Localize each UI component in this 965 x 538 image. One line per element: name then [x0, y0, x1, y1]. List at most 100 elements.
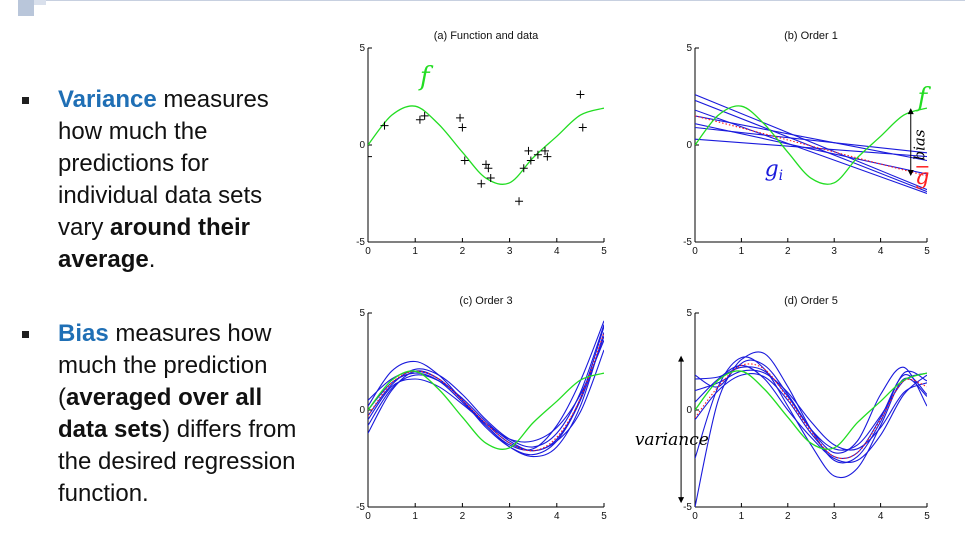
- fit-curve: [695, 115, 927, 162]
- x-tick-label: 0: [365, 246, 371, 257]
- variance-label: variance: [635, 430, 709, 450]
- bullet-text-end: ) differs from the desired regression fu…: [58, 416, 297, 507]
- bias-label: bias: [911, 129, 929, 160]
- fit-curve: [695, 356, 927, 479]
- variance-arrow-head: [678, 497, 685, 504]
- plot-curves: [368, 90, 604, 206]
- fit-curve: [695, 94, 927, 191]
- slide-corner-block: [18, 0, 34, 16]
- y-tick-label: -5: [683, 502, 692, 513]
- average-fit-curve: [695, 363, 927, 460]
- x-tick-label: 3: [507, 511, 513, 522]
- x-tick-label: 2: [460, 246, 466, 257]
- bullet-square-icon: [22, 97, 29, 104]
- data-point: [533, 150, 542, 159]
- data-point: [368, 152, 372, 161]
- y-tick-label: -5: [356, 237, 365, 248]
- data-point: [519, 164, 528, 173]
- bullet-list: Variance measures how much the predictio…: [20, 84, 310, 510]
- true-function-curve: [695, 105, 927, 185]
- data-point: [380, 121, 389, 130]
- fit-curve: [368, 336, 604, 456]
- x-tick-label: 5: [924, 511, 930, 522]
- x-tick-label: 3: [507, 246, 513, 257]
- y-tick-label: 5: [686, 43, 692, 54]
- data-point: [541, 146, 549, 155]
- data-point: [578, 123, 587, 132]
- x-tick-label: 5: [601, 246, 607, 257]
- bullet-square-icon: [22, 331, 29, 338]
- slide-corner-accent: [34, 0, 46, 5]
- fit-curve: [695, 126, 927, 154]
- data-point: [484, 164, 493, 173]
- data-point: [524, 146, 533, 155]
- x-tick-label: 1: [412, 511, 418, 522]
- x-tick-label: 5: [924, 246, 930, 257]
- x-tick-label: 1: [412, 246, 418, 257]
- bias-arrow-head: [907, 170, 914, 177]
- true-function-curve: [368, 105, 604, 185]
- average-fit-curve: [695, 115, 927, 177]
- bias-arrow-head: [907, 108, 914, 115]
- plot-curves: [368, 320, 604, 458]
- plot-curves: [695, 94, 927, 195]
- function-label: f: [916, 83, 932, 113]
- x-tick-label: 0: [692, 246, 698, 257]
- bullet-text: measures how much the prediction (: [58, 320, 272, 411]
- fit-label-subscript: i: [779, 168, 783, 184]
- plot-title: (c) Order 3: [459, 295, 512, 307]
- function-label: f: [418, 62, 434, 92]
- x-tick-label: 2: [785, 511, 791, 522]
- y-tick-label: 5: [359, 43, 365, 54]
- fit-label: gi: [765, 157, 784, 184]
- bullet-emphasis: averaged over all data sets: [58, 384, 263, 443]
- x-tick-label: 0: [692, 511, 698, 522]
- average-fit-label: g: [915, 165, 929, 190]
- plot-title: (a) Function and data: [434, 30, 539, 42]
- data-point: [456, 113, 465, 122]
- x-tick-label: 4: [878, 511, 884, 522]
- y-tick-label: 0: [686, 405, 692, 416]
- data-point: [477, 179, 486, 188]
- data-point: [415, 115, 424, 124]
- true-function-curve: [695, 370, 927, 450]
- fit-curve: [368, 349, 604, 452]
- y-tick-label: 5: [359, 308, 365, 319]
- bullet-emphasis: around their average: [58, 214, 251, 273]
- y-tick-label: -5: [356, 502, 365, 513]
- x-tick-label: 2: [785, 246, 791, 257]
- average-fit-curve: [368, 332, 604, 452]
- data-point: [486, 173, 495, 182]
- bullet-text: measures how much the predictions for in…: [58, 86, 269, 241]
- fit-curve: [695, 364, 927, 464]
- plot-title: (b) Order 1: [784, 30, 838, 42]
- plot-curves: [695, 351, 927, 507]
- data-point: [515, 197, 524, 206]
- keyword-bias: Bias: [58, 320, 109, 347]
- x-tick-label: 1: [739, 511, 745, 522]
- x-tick-label: 1: [739, 246, 745, 257]
- y-tick-label: 0: [686, 140, 692, 151]
- data-point: [420, 111, 429, 120]
- bullet-bias: Bias measures how much the prediction (a…: [20, 318, 310, 510]
- bullet-text-end: .: [148, 246, 156, 273]
- true-function-curve: [368, 370, 604, 450]
- variance-arrow-head: [678, 355, 685, 362]
- y-tick-label: 0: [359, 140, 365, 151]
- y-tick-label: -5: [683, 237, 692, 248]
- data-point: [526, 156, 535, 165]
- fit-curve: [695, 138, 927, 158]
- fit-curve: [368, 326, 604, 452]
- x-tick-label: 4: [554, 246, 560, 257]
- y-tick-label: 5: [686, 308, 692, 319]
- data-point: [458, 123, 467, 132]
- x-tick-label: 4: [554, 511, 560, 522]
- data-point: [460, 156, 469, 165]
- x-tick-label: 0: [365, 511, 371, 522]
- fit-curve: [368, 332, 604, 458]
- bullet-variance: Variance measures how much the predictio…: [20, 84, 310, 276]
- fit-curve: [695, 373, 927, 460]
